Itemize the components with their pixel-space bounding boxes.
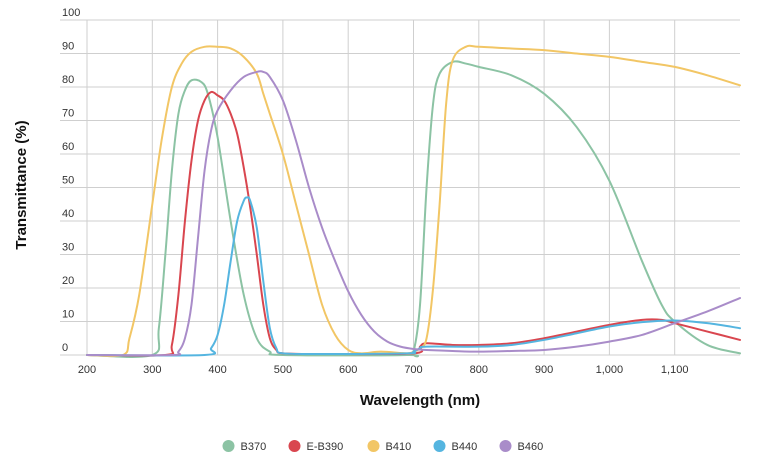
series-lines xyxy=(86,44,741,358)
x-tick-label: 300 xyxy=(143,364,161,376)
x-tick-label: 700 xyxy=(404,364,422,376)
series-line-e-b390 xyxy=(86,90,741,357)
legend-item-b440: B440 xyxy=(433,440,478,453)
y-tick-label: 80 xyxy=(62,74,74,86)
series-line-b460 xyxy=(86,70,741,357)
y-tick-label: 20 xyxy=(62,275,74,287)
y-tick-label: 0 xyxy=(62,342,68,354)
legend-item-b460: B460 xyxy=(499,440,544,453)
legend-swatch xyxy=(499,440,512,452)
series-line-b410 xyxy=(86,44,741,358)
x-tick-label: 900 xyxy=(535,364,553,376)
y-tick-label: 50 xyxy=(62,175,74,187)
x-tick-label: 500 xyxy=(274,364,292,376)
legend-swatch xyxy=(222,440,235,452)
legend-item-e-b390: E-B390 xyxy=(288,440,344,453)
y-axis-title: Transmittance (%) xyxy=(13,120,30,249)
x-tick-label: 200 xyxy=(78,364,96,376)
legend-label: B370 xyxy=(241,441,267,453)
x-tick-label: 800 xyxy=(470,364,488,376)
x-tick-label: 600 xyxy=(339,364,357,376)
y-tick-label: 30 xyxy=(62,242,74,254)
legend: B370 E-B390 B410 B440 B460 xyxy=(222,440,544,453)
legend-label: E-B390 xyxy=(307,441,344,453)
y-tick-label: 40 xyxy=(62,208,74,220)
series-line-b370 xyxy=(86,60,741,358)
axes: 0 10 20 30 40 50 60 70 80 90 100 200 300 400 500 600 700… xyxy=(62,7,688,376)
legend-item-b370: B370 xyxy=(222,440,267,453)
grid xyxy=(60,19,740,356)
y-tick-label: 10 xyxy=(62,309,74,321)
legend-label: B440 xyxy=(452,441,478,453)
y-tick-label: 60 xyxy=(62,141,74,153)
legend-swatch xyxy=(367,440,380,452)
series-line-b440 xyxy=(86,196,741,357)
x-tick-label: 1,100 xyxy=(661,364,689,376)
y-tick-label: 70 xyxy=(62,108,74,120)
legend-label: B410 xyxy=(386,441,412,453)
x-tick-label: 1,000 xyxy=(596,364,624,376)
x-tick-label: 400 xyxy=(208,364,226,376)
legend-item-b410: B410 xyxy=(367,440,412,453)
legend-label: B460 xyxy=(518,441,544,453)
x-axis-title: Wavelength (nm) xyxy=(360,392,480,409)
y-tick-label: 100 xyxy=(62,7,80,19)
legend-swatch xyxy=(288,440,301,452)
legend-swatch xyxy=(433,440,446,452)
y-tick-label: 90 xyxy=(62,41,74,53)
